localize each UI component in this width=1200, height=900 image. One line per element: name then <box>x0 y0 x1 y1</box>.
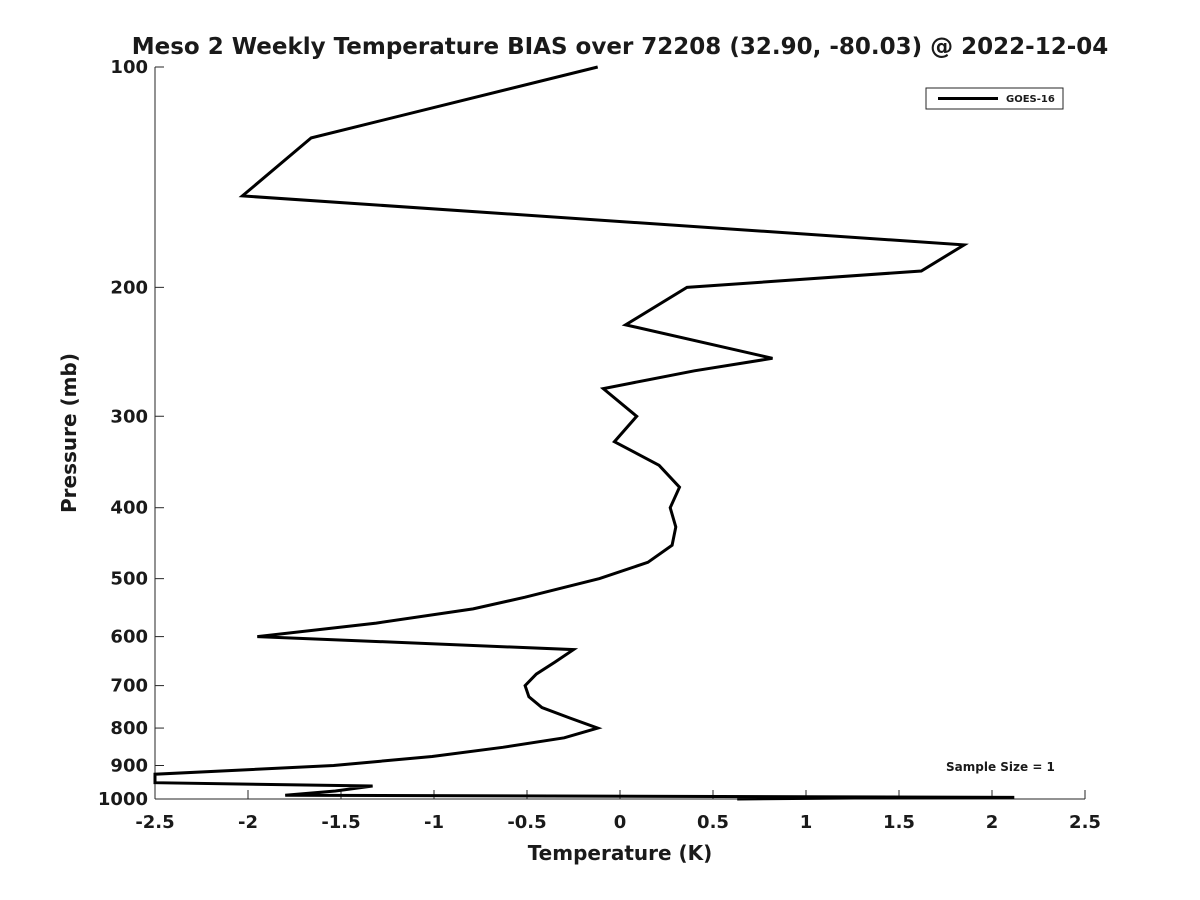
y-tick-label: 100 <box>110 57 148 78</box>
x-tick-label: -2 <box>238 812 258 833</box>
x-tick-label: 2 <box>986 812 999 833</box>
x-axis-label: Temperature (K) <box>528 841 713 865</box>
y-axis-label: Pressure (mb) <box>57 353 81 513</box>
y-tick-label: 1000 <box>98 789 148 810</box>
x-tick-label: -1 <box>424 812 444 833</box>
x-tick-label: 2.5 <box>1069 812 1101 833</box>
x-tick-label: 0.5 <box>697 812 729 833</box>
x-tick-label: -2.5 <box>135 812 174 833</box>
x-tick-label: -1.5 <box>321 812 360 833</box>
x-tick-label: 0 <box>614 812 627 833</box>
x-tick-label: 1.5 <box>883 812 915 833</box>
y-tick-label: 700 <box>110 676 148 697</box>
x-tick-label: -0.5 <box>507 812 546 833</box>
legend: GOES-16 <box>925 87 1064 110</box>
plot-area <box>155 67 1085 799</box>
y-tick-label: 300 <box>110 406 148 427</box>
y-tick-label: 900 <box>110 756 148 777</box>
y-tick-label: 400 <box>110 498 148 519</box>
y-axis-ticks: 100 200 300 400 500 600 700 800 900 1000 <box>98 57 164 810</box>
y-tick-label: 500 <box>110 569 148 590</box>
chart-title: Meso 2 Weekly Temperature BIAS over 7220… <box>132 34 1109 60</box>
y-tick-label: 200 <box>110 277 148 298</box>
goes-16-series-line <box>153 65 1015 801</box>
legend-label: GOES-16 <box>1006 94 1055 105</box>
y-tick-label: 600 <box>110 627 148 648</box>
x-tick-label: 1 <box>800 812 813 833</box>
x-axis-ticks: -2.5 -2 -1.5 -1 -0.5 0 0.5 1 1.5 2 2.5 <box>135 790 1101 833</box>
y-tick-label: 800 <box>110 718 148 739</box>
sample-size-annotation: Sample Size = 1 <box>946 760 1055 774</box>
